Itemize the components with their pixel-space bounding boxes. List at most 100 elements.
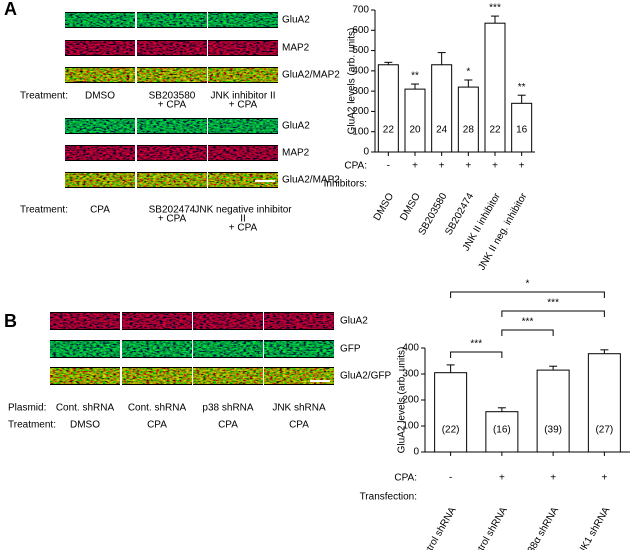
n-label: 24 (436, 125, 448, 136)
micrograph (122, 341, 192, 357)
cpa: - (449, 473, 452, 484)
x-tick-label: Control shRNA (467, 505, 510, 550)
micrograph (264, 341, 334, 357)
significance-bracket (450, 351, 503, 358)
plasmid: JNK shRNA (272, 403, 326, 414)
row-label: GluA2/GFP (340, 371, 391, 382)
micrograph (193, 341, 263, 357)
micrograph (137, 41, 207, 55)
treatment-label: Treatment: (20, 205, 68, 216)
micrographs (50, 12, 334, 385)
micrograph (122, 313, 192, 329)
cpa: + (465, 161, 471, 172)
micrograph (208, 119, 278, 133)
x-tick-label: JNK1 shRNA (573, 505, 612, 550)
micrograph (50, 368, 120, 384)
bar (404, 88, 426, 153)
cpa: + (519, 161, 525, 172)
error-bar (446, 364, 455, 373)
bar (485, 411, 519, 453)
n-label: (39) (544, 425, 562, 436)
error-bar (491, 15, 499, 24)
micrograph (208, 13, 278, 27)
row-label: MAP2 (282, 43, 310, 54)
significance: ** (411, 71, 419, 82)
y-tick-label: 200 (352, 106, 369, 117)
y-tick-label: 300 (352, 86, 369, 97)
micrograph (137, 13, 207, 27)
significance: *** (470, 339, 482, 350)
micrograph (193, 313, 263, 329)
treatment-label: Treatment: (8, 420, 56, 431)
n-label: 22 (383, 125, 395, 136)
y-tick-label: 400 (352, 65, 369, 76)
cpa: + (601, 473, 607, 484)
treatment: CPA (289, 420, 309, 431)
y-tick-label: 400 (402, 343, 419, 354)
cpa: - (387, 161, 390, 172)
y-tick-label: 100 (352, 126, 369, 137)
n-label: 22 (489, 125, 501, 136)
micrograph (65, 68, 135, 82)
treatment: + CPA (158, 100, 187, 111)
y-tick-label: 0 (413, 447, 419, 458)
cpa: + (499, 473, 505, 484)
error-bar (517, 94, 526, 104)
y-tick-label: 0 (363, 147, 369, 158)
micrograph (264, 313, 334, 329)
bar (587, 353, 621, 453)
micrograph (65, 41, 135, 55)
significance: ** (518, 82, 526, 93)
n-label: (16) (493, 425, 511, 436)
treatment: + CPA (158, 214, 187, 225)
treatment: CPA (90, 205, 110, 216)
treatment: JNK negative inhibitor (194, 205, 292, 216)
row-label: GluA2 (340, 316, 368, 327)
plasmid-label: Plasmid: (8, 403, 46, 414)
treatment: + CPA (229, 100, 258, 111)
row-label: GluA2/MAP2 (282, 70, 340, 81)
micrograph (208, 68, 278, 82)
plasmid: Cont. shRNA (56, 403, 115, 414)
micrograph (65, 13, 135, 27)
significance: *** (522, 317, 534, 328)
y-tick-label: 100 (402, 421, 419, 432)
bar (377, 64, 399, 153)
cpa: + (550, 473, 556, 484)
bar (536, 369, 570, 453)
significance-bracket (450, 291, 605, 298)
treatment: CPA (218, 420, 238, 431)
error-bar (411, 83, 419, 90)
row-label: GluA2 (282, 121, 310, 132)
n-label: 28 (463, 125, 475, 136)
n-label: (27) (595, 425, 613, 436)
x-tick-label: DMSO (372, 191, 397, 223)
y-tick-label: 500 (352, 45, 369, 56)
cpa-label: CPA: (344, 161, 367, 172)
bar (431, 64, 453, 153)
y-tick-label: 300 (402, 369, 419, 380)
y-tick-label: 700 (352, 5, 369, 16)
treatment-label: Treatment: (20, 91, 68, 102)
group-label: Inhibitors: (324, 179, 367, 190)
treatment: SB203580 (149, 91, 196, 102)
cpa: + (439, 161, 445, 172)
treatment: JNK inhibitor II (210, 91, 275, 102)
treatment: SB202474 (149, 205, 196, 216)
micrograph (208, 173, 278, 187)
y-tick-label: 200 (402, 395, 419, 406)
group-label: Transfection: (360, 492, 417, 503)
significance: *** (547, 298, 559, 309)
y-axis-label: GluA2 levels (arb. units) (397, 347, 408, 454)
significance-bracket (501, 329, 554, 336)
panel-label: A (4, 0, 17, 19)
x-tick-label: DMSO (398, 191, 423, 223)
micrograph (65, 146, 135, 160)
error-bar (600, 349, 609, 354)
micrograph (137, 146, 207, 160)
micrograph (50, 341, 120, 357)
micrograph (137, 119, 207, 133)
x-tick-label: p38α shRNA (523, 505, 561, 550)
error-bar (384, 61, 393, 65)
